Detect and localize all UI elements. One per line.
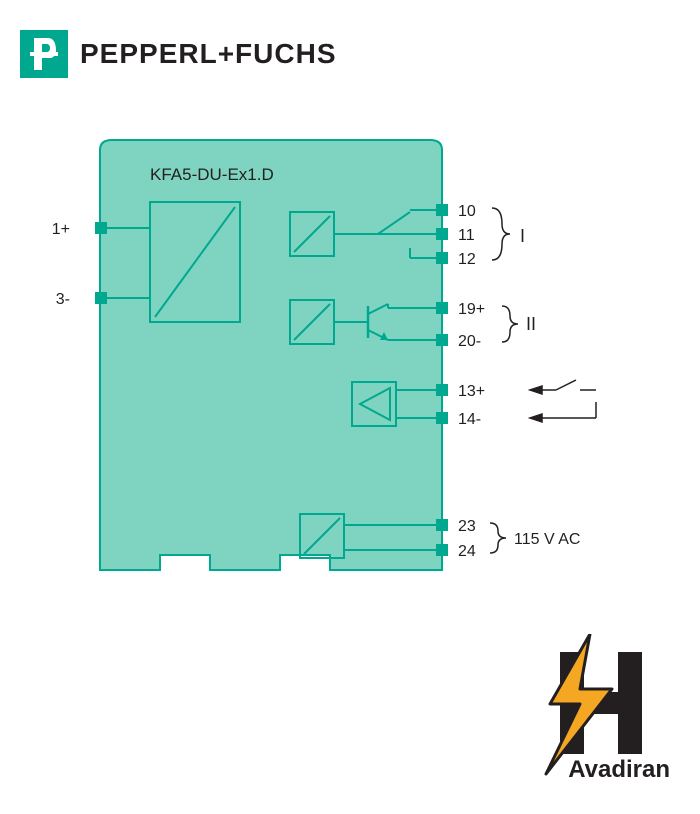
switch-icon (530, 380, 596, 394)
svg-text:11: 11 (458, 227, 475, 244)
return-arrow-icon (530, 402, 596, 422)
power-label: 115 V AC (514, 531, 580, 548)
bracket-icon (492, 208, 510, 260)
terminal-19: 19+ (436, 301, 485, 318)
svg-text:10: 10 (458, 203, 476, 220)
group-label-1: I (520, 226, 525, 246)
module-title: KFA5-DU-Ex1.D (150, 165, 274, 184)
svg-text:14-: 14- (458, 411, 481, 428)
bracket-icon (502, 306, 518, 342)
svg-text:20-: 20- (458, 333, 481, 350)
brand-logo-box (20, 30, 68, 78)
wiring-diagram: KFA5-DU-Ex1.D 1+ 3- 10 11 12 I (0, 130, 700, 690)
terminal-label: 3- (56, 291, 70, 308)
bracket-icon (490, 523, 506, 553)
svg-text:12: 12 (458, 251, 476, 268)
svg-text:23: 23 (458, 518, 476, 535)
svg-text:13+: 13+ (458, 383, 485, 400)
module-body (100, 140, 442, 570)
watermark: Avadiran (490, 634, 670, 784)
terminal-13: 13+ (436, 383, 485, 400)
brand-header: PEPPERL+FUCHS (20, 30, 337, 78)
group-label-2: II (526, 314, 536, 334)
svg-text:19+: 19+ (458, 301, 485, 318)
svg-text:24: 24 (458, 543, 476, 560)
brand-name: PEPPERL+FUCHS (80, 38, 337, 70)
brand-logo-icon (20, 30, 68, 78)
terminal-label: 1+ (52, 221, 70, 238)
watermark-text: Avadiran (568, 756, 670, 784)
